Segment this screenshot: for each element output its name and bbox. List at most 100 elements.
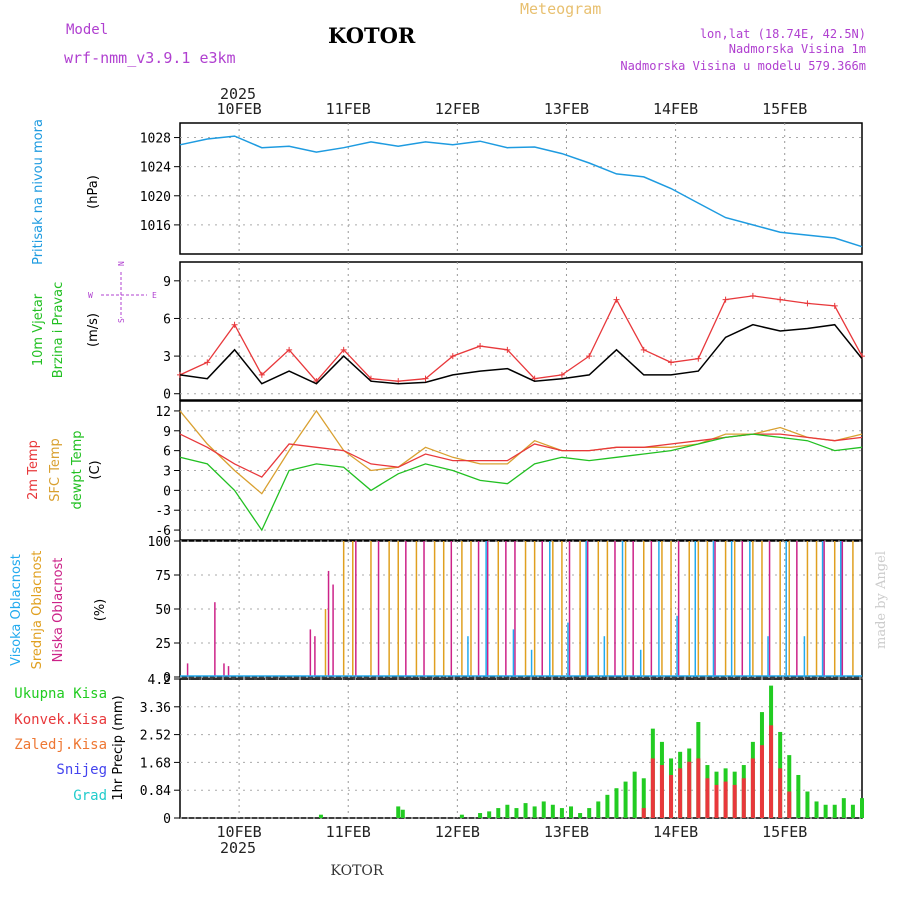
footer-place: KOTOR (331, 863, 384, 879)
y-tick-label: 0 (163, 812, 171, 827)
y-tick-label: 0 (163, 671, 171, 686)
total-precip-bar (814, 801, 819, 818)
y-tick-label: 25 (155, 637, 171, 652)
day-label-top: 11FEB (326, 100, 371, 118)
wind-title-line2: Brzina i Pravac (51, 282, 66, 379)
gust-line (179, 295, 863, 383)
year-top: 2025 (220, 85, 256, 103)
panel-0: 1016 1020 1024 1028 (140, 122, 863, 255)
conv-precip-bar (787, 791, 792, 818)
gust-point (586, 353, 593, 360)
total-precip-bar (787, 755, 792, 818)
y-tick-label: 9 (163, 425, 171, 440)
total-precip-bar (541, 801, 546, 818)
conv-precip-bar (650, 758, 655, 818)
plot-area: 1016 1020 1024 1028 0 3 6 9 -6 -3 0 3 6 9 12 0 25 50 75 100… (140, 100, 865, 841)
y-tick-label: 3 (163, 350, 171, 365)
legend-frozen-rain: Zaledj.Kisa (14, 737, 107, 753)
total-precip-bar (318, 814, 323, 818)
y-tick-label: 3 (163, 465, 171, 480)
total-precip-bar (823, 804, 828, 818)
legend-graupel: Grad (73, 788, 107, 804)
precip-unit: 1hr Precip (mm) (111, 695, 126, 800)
gust-point (831, 302, 838, 309)
day-label-top: 10FEB (217, 100, 262, 118)
panel-3: 0 25 50 75 100 (148, 535, 863, 686)
day-label-bottom: 14FEB (653, 823, 698, 841)
panel-frame (179, 678, 863, 819)
y-tick-label: 1028 (140, 132, 171, 147)
total-precip-bar (496, 808, 501, 818)
gust-point (558, 371, 565, 378)
total-precip-bar (632, 771, 637, 818)
wind-speed-line (179, 323, 863, 385)
conv-precip-bar (769, 725, 774, 818)
total-precip-bar (578, 813, 583, 818)
legend-conv-rain: Konvek.Kisa (14, 712, 107, 728)
day-label-bottom: 10FEB (217, 823, 262, 841)
high-cloud-title: Visoka Oblacnost (9, 554, 24, 666)
day-label-bottom: 13FEB (544, 823, 589, 841)
total-precip-bar (850, 804, 855, 818)
gust-point (504, 346, 511, 353)
y-tick-label: 1020 (140, 190, 171, 205)
total-precip-bar (569, 806, 574, 818)
y-tick-label: 0.84 (140, 784, 171, 799)
total-precip-bar (459, 814, 464, 818)
panel-frame (179, 540, 863, 678)
y-tick-label: 1016 (140, 219, 171, 234)
total-precip-bar (614, 788, 619, 818)
y-tick-label: 100 (148, 535, 171, 550)
y-tick-label: 0 (163, 484, 171, 499)
total-precip-bar (623, 781, 628, 818)
gust-point (258, 371, 265, 378)
conv-precip-bar (778, 768, 783, 818)
dewpt-line (179, 433, 863, 532)
wind-title-line1: 10m Vjetar (31, 293, 46, 366)
year-bottom: 2025 (220, 839, 256, 857)
gust-point (640, 346, 647, 353)
cloud-unit: (%) (93, 599, 108, 622)
gust-point (449, 353, 456, 360)
y-tick-label: 6 (163, 312, 171, 327)
legend-total-rain: Ukupna Kisa (14, 686, 107, 702)
panel-frame (179, 400, 863, 541)
compass-w: W (88, 291, 93, 300)
pressure-unit: (hPa) (86, 175, 101, 209)
y-tick-label: 3.36 (140, 701, 171, 716)
lonlat-label: lon,lat (18.74E, 42.5N) (700, 27, 866, 41)
gust-point (722, 296, 729, 303)
gust-point (749, 292, 756, 299)
y-tick-label: -3 (155, 504, 171, 519)
model-altitude-label: Nadmorska Visina u modelu 579.366m (620, 59, 866, 73)
total-precip-bar (505, 804, 510, 818)
gust-point (695, 355, 702, 362)
page-title: KOTOR (328, 23, 416, 48)
y-tick-label: 12 (155, 405, 171, 420)
gust-point (204, 359, 211, 366)
total-precip-bar (559, 808, 564, 818)
day-label-bottom: 12FEB (435, 823, 480, 841)
dewpt-title: dewpt Temp (70, 430, 85, 509)
gust-point (477, 343, 484, 350)
low-cloud-title: Niska Oblacnost (51, 558, 66, 663)
total-precip-bar (550, 804, 555, 818)
gust-point (340, 346, 347, 353)
total-precip-bar (641, 778, 646, 818)
panel-4: 0 0.84 1.68 2.52 3.36 4.2 (140, 673, 863, 827)
y-tick-label: 2.52 (140, 729, 171, 744)
compass-rose: W E N S (88, 261, 157, 323)
sfctemp-title: SFC Temp (48, 438, 63, 502)
credit: made by Angel (874, 551, 889, 649)
conv-precip-bar (741, 778, 746, 818)
total-precip-bar (478, 813, 483, 818)
compass-e: E (152, 291, 157, 300)
gust-point (804, 300, 811, 307)
panel-1: 0 3 6 9 (163, 261, 863, 403)
conv-precip-bar (687, 761, 692, 818)
total-precip-bar (514, 808, 519, 818)
model-label: Model (66, 22, 108, 38)
total-precip-bar (805, 791, 810, 818)
conv-precip-bar (723, 781, 728, 818)
conv-precip-bar (750, 758, 755, 818)
